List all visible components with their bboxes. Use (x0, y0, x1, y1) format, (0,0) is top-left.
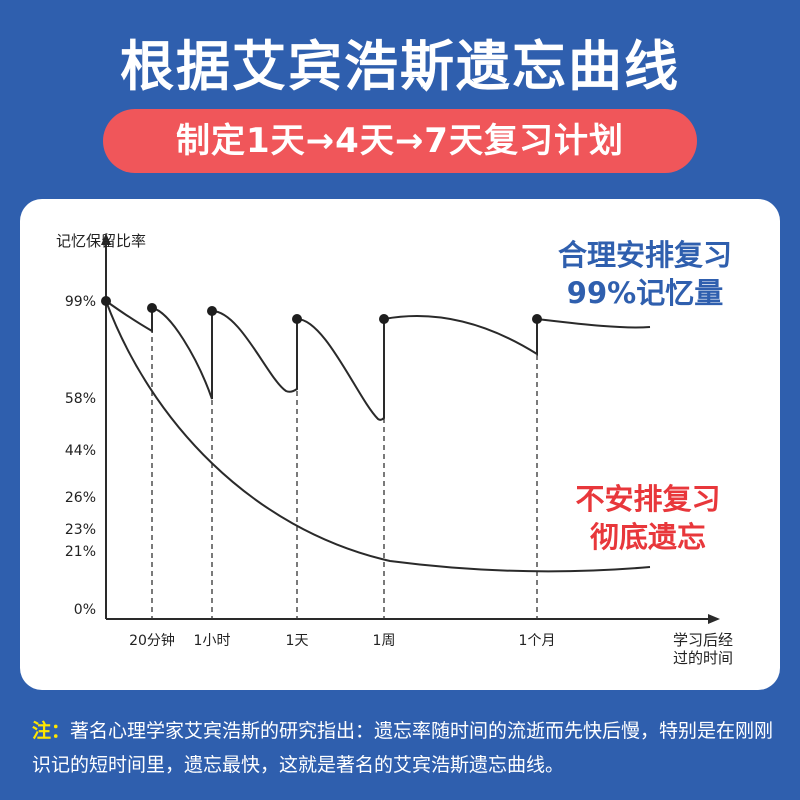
y-axis-label: 记忆保留比率 (56, 232, 146, 250)
x-tick-label: 1周 (373, 633, 396, 649)
x-tick-label: 20分钟 (129, 632, 175, 649)
y-tick-label: 44% (65, 443, 96, 459)
bad-annotation-line: 不安排复习 (575, 482, 720, 516)
review-curve-line (105, 300, 651, 421)
y-tick-labels: 99% 58% 44% 26% 23% 21% 0% (65, 294, 96, 618)
good-annotation: 合理安排复习 99%记忆量 (558, 238, 732, 310)
y-tick-label: 23% (65, 522, 96, 538)
footnote-label: 注： (32, 720, 71, 742)
review-point (532, 314, 542, 324)
review-guide-lines (151, 319, 538, 619)
plan-banner: 制定1天→4天→7天复习计划 (103, 109, 697, 173)
page-title: 根据艾宾浩斯遗忘曲线 (120, 35, 680, 98)
forgetting-curve-line (105, 300, 651, 573)
y-tick-label: 58% (65, 391, 96, 407)
good-annotation-line: 99%记忆量 (567, 276, 723, 310)
footnote: 注：著名心理学家艾宾浩斯的研究指出：遗忘率随时间的流逝而先快后慢，特别是在刚刚识… (32, 714, 782, 782)
footnote-text: 著名心理学家艾宾浩斯的研究指出：遗忘率随时间的流逝而先快后慢，特别是在刚刚识记的… (32, 720, 774, 776)
x-tick-label: 1小时 (194, 633, 231, 649)
x-axis-arrow (708, 614, 720, 624)
review-point (379, 314, 389, 324)
x-axis-label-line: 学习后经 (673, 631, 733, 649)
y-axis-arrow (101, 233, 111, 245)
x-tick-label: 1天 (286, 633, 309, 649)
review-point (101, 296, 111, 306)
y-tick-label: 0% (74, 602, 96, 618)
y-tick-label: 99% (65, 294, 96, 310)
y-tick-label: 26% (65, 490, 96, 506)
y-tick-label: 21% (65, 544, 96, 560)
x-axis-label-line: 过的时间 (673, 649, 733, 667)
x-tick-label: 1个月 (519, 633, 556, 649)
review-point (147, 303, 157, 313)
x-tick-labels: 20分钟 1小时 1天 1周 1个月 (129, 632, 555, 649)
review-point (207, 306, 217, 316)
good-annotation-line: 合理安排复习 (558, 238, 732, 272)
review-point (292, 314, 302, 324)
chart-card: 记忆保留比率 学习后经 过的时间 99% 58% 44% 26% 23% 21% 0% 20分… (20, 199, 780, 690)
bad-annotation-line: 彻底遗忘 (590, 520, 706, 554)
review-points (101, 296, 542, 324)
